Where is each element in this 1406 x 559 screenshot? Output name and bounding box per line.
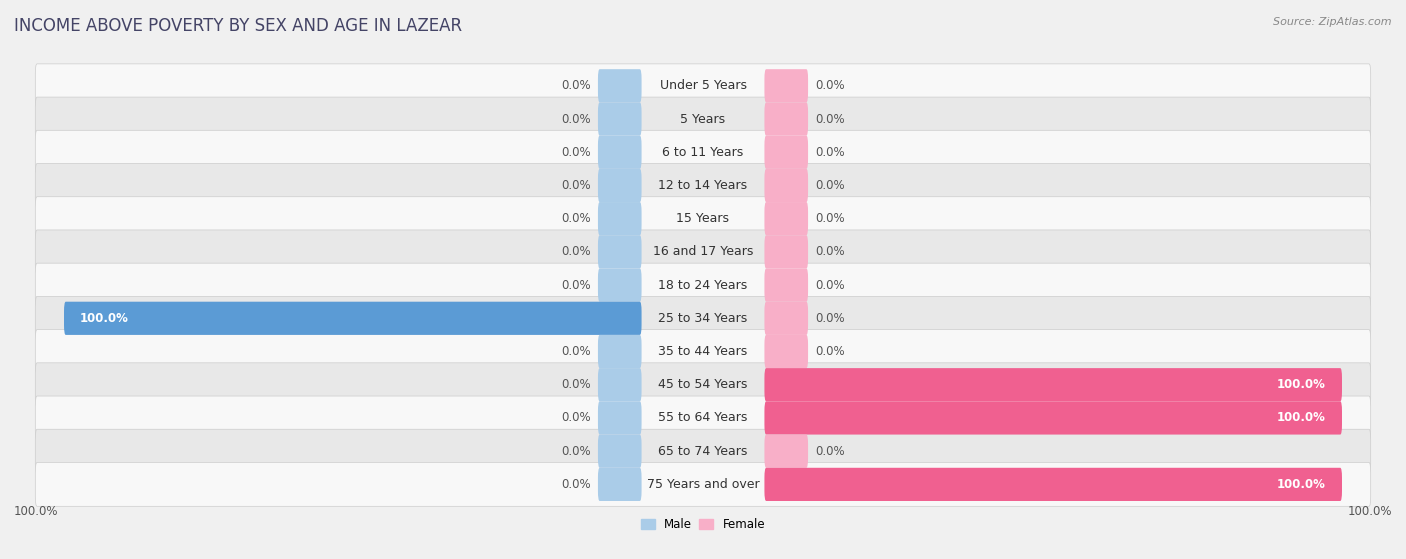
FancyBboxPatch shape bbox=[765, 302, 808, 335]
FancyBboxPatch shape bbox=[765, 368, 1341, 401]
FancyBboxPatch shape bbox=[765, 169, 808, 202]
Text: 100.0%: 100.0% bbox=[1347, 505, 1392, 518]
FancyBboxPatch shape bbox=[598, 434, 641, 468]
Text: 25 to 34 Years: 25 to 34 Years bbox=[658, 312, 748, 325]
Text: 12 to 14 Years: 12 to 14 Years bbox=[658, 179, 748, 192]
Text: 0.0%: 0.0% bbox=[561, 278, 591, 292]
FancyBboxPatch shape bbox=[35, 296, 1371, 340]
FancyBboxPatch shape bbox=[765, 468, 1341, 501]
Text: 0.0%: 0.0% bbox=[561, 411, 591, 424]
Legend: Male, Female: Male, Female bbox=[636, 513, 770, 536]
Text: 0.0%: 0.0% bbox=[561, 444, 591, 458]
Text: 15 Years: 15 Years bbox=[676, 212, 730, 225]
FancyBboxPatch shape bbox=[35, 263, 1371, 307]
Text: 0.0%: 0.0% bbox=[561, 478, 591, 491]
Text: 0.0%: 0.0% bbox=[815, 444, 845, 458]
Text: 0.0%: 0.0% bbox=[561, 146, 591, 159]
FancyBboxPatch shape bbox=[35, 396, 1371, 440]
Text: 5 Years: 5 Years bbox=[681, 112, 725, 126]
FancyBboxPatch shape bbox=[598, 235, 641, 268]
FancyBboxPatch shape bbox=[765, 235, 808, 268]
FancyBboxPatch shape bbox=[598, 335, 641, 368]
FancyBboxPatch shape bbox=[765, 69, 808, 102]
Text: 55 to 64 Years: 55 to 64 Years bbox=[658, 411, 748, 424]
Text: 0.0%: 0.0% bbox=[815, 112, 845, 126]
Text: 0.0%: 0.0% bbox=[561, 212, 591, 225]
FancyBboxPatch shape bbox=[35, 130, 1371, 174]
Text: 18 to 24 Years: 18 to 24 Years bbox=[658, 278, 748, 292]
FancyBboxPatch shape bbox=[598, 136, 641, 169]
Text: 0.0%: 0.0% bbox=[815, 179, 845, 192]
Text: INCOME ABOVE POVERTY BY SEX AND AGE IN LAZEAR: INCOME ABOVE POVERTY BY SEX AND AGE IN L… bbox=[14, 17, 463, 35]
Text: Source: ZipAtlas.com: Source: ZipAtlas.com bbox=[1274, 17, 1392, 27]
FancyBboxPatch shape bbox=[35, 330, 1371, 373]
Text: 0.0%: 0.0% bbox=[815, 345, 845, 358]
FancyBboxPatch shape bbox=[765, 335, 808, 368]
Text: Under 5 Years: Under 5 Years bbox=[659, 79, 747, 92]
Text: 100.0%: 100.0% bbox=[1277, 411, 1326, 424]
Text: 0.0%: 0.0% bbox=[561, 79, 591, 92]
Text: 100.0%: 100.0% bbox=[14, 505, 59, 518]
Text: 0.0%: 0.0% bbox=[561, 378, 591, 391]
Text: 0.0%: 0.0% bbox=[815, 79, 845, 92]
FancyBboxPatch shape bbox=[598, 401, 641, 434]
FancyBboxPatch shape bbox=[598, 202, 641, 235]
Text: 65 to 74 Years: 65 to 74 Years bbox=[658, 444, 748, 458]
FancyBboxPatch shape bbox=[598, 468, 641, 501]
FancyBboxPatch shape bbox=[35, 97, 1371, 141]
Text: 0.0%: 0.0% bbox=[561, 245, 591, 258]
Text: 0.0%: 0.0% bbox=[561, 345, 591, 358]
Text: 100.0%: 100.0% bbox=[1277, 378, 1326, 391]
Text: 16 and 17 Years: 16 and 17 Years bbox=[652, 245, 754, 258]
FancyBboxPatch shape bbox=[765, 434, 808, 468]
Text: 100.0%: 100.0% bbox=[1277, 478, 1326, 491]
FancyBboxPatch shape bbox=[765, 136, 808, 169]
FancyBboxPatch shape bbox=[35, 363, 1371, 406]
Text: 0.0%: 0.0% bbox=[815, 312, 845, 325]
FancyBboxPatch shape bbox=[35, 230, 1371, 274]
Text: 0.0%: 0.0% bbox=[561, 112, 591, 126]
FancyBboxPatch shape bbox=[598, 102, 641, 136]
Text: 0.0%: 0.0% bbox=[815, 212, 845, 225]
FancyBboxPatch shape bbox=[35, 429, 1371, 473]
FancyBboxPatch shape bbox=[765, 202, 808, 235]
FancyBboxPatch shape bbox=[35, 462, 1371, 506]
FancyBboxPatch shape bbox=[765, 268, 808, 302]
Text: 35 to 44 Years: 35 to 44 Years bbox=[658, 345, 748, 358]
Text: 0.0%: 0.0% bbox=[815, 146, 845, 159]
FancyBboxPatch shape bbox=[765, 401, 1341, 434]
FancyBboxPatch shape bbox=[35, 197, 1371, 240]
Text: 0.0%: 0.0% bbox=[815, 245, 845, 258]
Text: 0.0%: 0.0% bbox=[561, 179, 591, 192]
Text: 45 to 54 Years: 45 to 54 Years bbox=[658, 378, 748, 391]
FancyBboxPatch shape bbox=[35, 64, 1371, 108]
Text: 6 to 11 Years: 6 to 11 Years bbox=[662, 146, 744, 159]
Text: 0.0%: 0.0% bbox=[815, 278, 845, 292]
Text: 75 Years and over: 75 Years and over bbox=[647, 478, 759, 491]
FancyBboxPatch shape bbox=[598, 69, 641, 102]
FancyBboxPatch shape bbox=[765, 102, 808, 136]
FancyBboxPatch shape bbox=[598, 169, 641, 202]
FancyBboxPatch shape bbox=[65, 302, 641, 335]
FancyBboxPatch shape bbox=[598, 368, 641, 401]
FancyBboxPatch shape bbox=[598, 268, 641, 302]
FancyBboxPatch shape bbox=[35, 164, 1371, 207]
Text: 100.0%: 100.0% bbox=[80, 312, 129, 325]
